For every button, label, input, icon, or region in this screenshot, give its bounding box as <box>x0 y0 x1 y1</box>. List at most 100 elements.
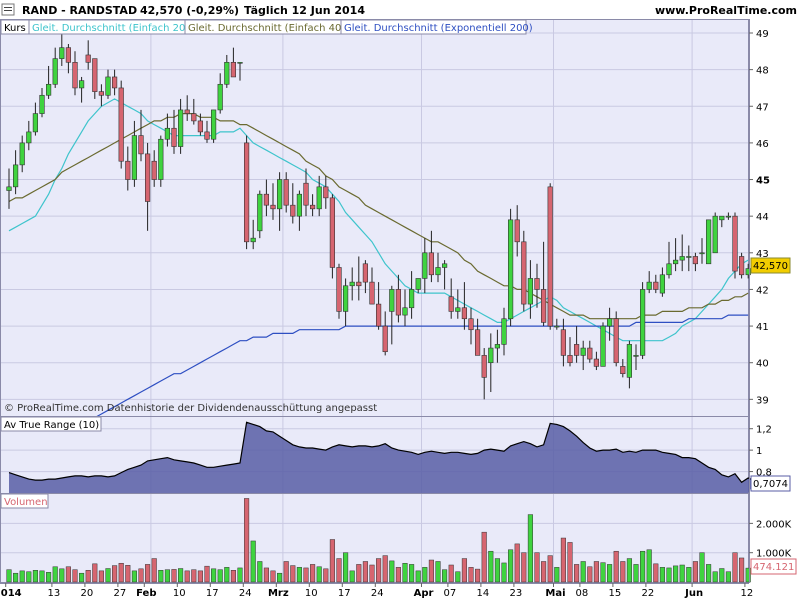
site-label: www.ProRealTime.com <box>655 4 797 17</box>
candle-body <box>514 219 520 243</box>
volume-bar <box>323 568 329 583</box>
volume-bar <box>72 569 78 583</box>
candle-body <box>633 355 639 357</box>
candle-body <box>666 263 672 276</box>
volume-bar <box>580 561 586 583</box>
candle-body <box>329 197 336 268</box>
candle-body <box>679 256 685 261</box>
price-tick-label: 41 <box>756 322 769 333</box>
candle-body <box>639 289 646 356</box>
candle-body <box>296 193 303 217</box>
candle-body <box>6 186 12 191</box>
volume-bar <box>455 571 461 583</box>
volume-bar <box>92 563 98 583</box>
volume-bar <box>686 567 692 583</box>
volume-bars <box>6 498 751 583</box>
candle-body <box>382 325 388 353</box>
candle-body <box>534 278 540 290</box>
candle-body <box>725 215 731 218</box>
volume-bar <box>336 558 342 583</box>
volume-bar <box>46 572 52 583</box>
candle-body <box>606 318 613 327</box>
volume-bar <box>270 570 276 583</box>
candle-body <box>554 325 560 328</box>
volume-bar <box>26 571 32 583</box>
volume-bar <box>290 565 296 583</box>
price-tick-label: 44 <box>756 212 769 223</box>
volume-bar <box>13 572 19 583</box>
volume-bar <box>415 570 421 583</box>
candle-body <box>26 131 32 144</box>
volume-bar <box>131 570 137 583</box>
volume-bar <box>230 570 236 583</box>
volume-bar <box>488 550 494 583</box>
volume-bar <box>521 552 527 583</box>
price-change: 42,570 (-0,29%) <box>140 4 239 17</box>
volume-bar <box>534 552 540 583</box>
price-tick-label: 47 <box>756 102 769 113</box>
volume-bar <box>626 558 632 583</box>
volume-bar <box>244 498 250 583</box>
price-tick-label: 49 <box>756 29 769 40</box>
volume-bar <box>514 543 520 583</box>
moving-average-line <box>8 98 749 342</box>
volume-bar <box>356 564 362 583</box>
volume-bar <box>296 567 302 583</box>
volume-bar <box>158 570 164 583</box>
volume-bar <box>6 569 12 583</box>
volume-bar <box>442 569 448 583</box>
volume-bar <box>237 567 243 583</box>
volume-bar <box>679 564 685 583</box>
volume-bar <box>574 564 580 583</box>
legend-kurs: Kurs <box>4 23 26 34</box>
volume-bar <box>369 564 375 583</box>
candle-body <box>600 325 606 367</box>
price-candles <box>6 29 751 400</box>
candle-body <box>719 215 725 221</box>
volume-bar <box>461 558 467 583</box>
candle-body <box>527 278 533 305</box>
volume-bar <box>250 540 256 583</box>
volume-bar <box>468 567 474 583</box>
candle-body <box>613 318 619 364</box>
candle-body <box>145 153 151 202</box>
candle-body <box>92 58 98 92</box>
volume-bar <box>52 566 58 583</box>
candle-body <box>521 241 527 305</box>
volume-bar <box>204 565 210 583</box>
candle-body <box>65 47 71 63</box>
volume-bar <box>719 568 725 583</box>
candle-body <box>408 289 415 309</box>
candle-body <box>39 94 45 114</box>
volume-bar <box>712 571 718 583</box>
volume-bar <box>303 567 309 583</box>
last-atr-label: 0,7074 <box>753 479 788 490</box>
candle-body <box>263 193 270 206</box>
volume-bar <box>409 564 415 583</box>
volume-bar <box>699 552 705 583</box>
candle-body <box>659 274 665 294</box>
volume-bar <box>494 558 500 583</box>
candle-body <box>455 307 461 312</box>
volume-tick-label: 1.000K <box>756 549 792 560</box>
x-tick-label: Jun <box>684 588 703 599</box>
volume-bar <box>343 552 349 583</box>
volume-bar <box>640 550 646 583</box>
volume-bar <box>32 570 38 583</box>
volume-bar <box>362 561 368 583</box>
volume-bar <box>692 561 698 583</box>
header-menu-icon[interactable] <box>1 3 15 16</box>
candle-body <box>303 182 309 206</box>
candle-body <box>283 179 289 206</box>
candle-body <box>461 307 468 320</box>
candle-body <box>290 204 296 217</box>
candle-body <box>653 281 659 290</box>
candle-body <box>171 127 177 147</box>
x-tick-label: 24 <box>371 588 384 599</box>
volume-bar <box>257 561 263 583</box>
volume-bar <box>184 570 190 583</box>
candle-body <box>164 127 171 140</box>
price-footer-note: © ProRealTime.com Datenhistorie der Divi… <box>4 403 377 414</box>
candle-body <box>158 138 164 180</box>
